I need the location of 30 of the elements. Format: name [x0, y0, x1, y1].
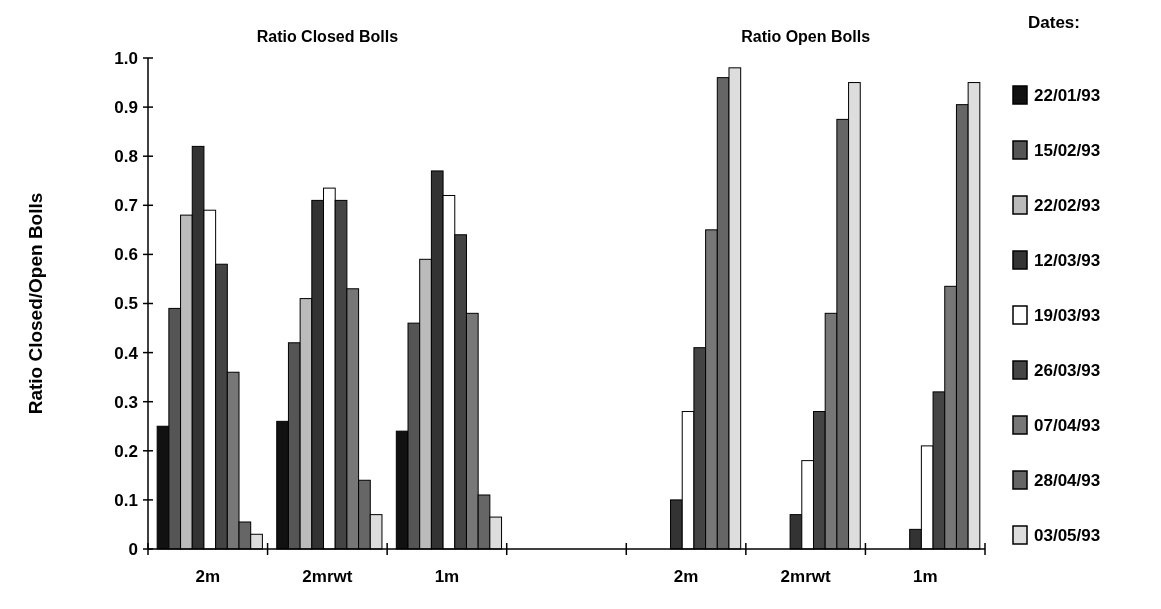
legend-label: 22/01/93 — [1034, 85, 1101, 105]
legend-label: 03/05/93 — [1034, 525, 1101, 545]
y-tick-label: 0.8 — [114, 147, 138, 167]
legend-title: Dates: — [1028, 13, 1080, 32]
legend-label: 22/02/93 — [1034, 195, 1101, 215]
y-tick-label: 1.0 — [114, 48, 138, 68]
x-tick-label: 2mrwt — [780, 567, 832, 586]
legend-label: 12/03/93 — [1034, 250, 1101, 270]
y-axis-title: Ratio Closed/Open Bolls — [25, 192, 46, 415]
x-tick-label: 2m — [195, 567, 221, 586]
y-tick-label: 0.1 — [114, 490, 138, 510]
x-tick-label: 2mrwt — [302, 567, 353, 586]
y-tick-label: 0.9 — [114, 98, 138, 118]
text: Ratio Closed Bolls — [256, 28, 399, 45]
y-tick-label: 0.2 — [114, 441, 138, 461]
x-tick-label: 2m — [673, 567, 699, 586]
x-tick-label: 1m — [434, 567, 460, 586]
text: Ratio Open Bolls — [741, 28, 871, 45]
y-tick-label: 0.4 — [114, 343, 139, 363]
x-tick-label: 1m — [912, 567, 938, 586]
legend-label: 26/03/93 — [1034, 360, 1101, 380]
legend-label: 28/04/93 — [1034, 470, 1101, 490]
legend-label: 15/02/93 — [1034, 140, 1101, 160]
legend-label: 19/03/93 — [1034, 305, 1101, 325]
y-tick-label: 0.3 — [114, 392, 138, 412]
y-tick-label: 0.7 — [114, 196, 138, 216]
y-tick-label: 0 — [128, 539, 138, 559]
y-tick-label: 0.6 — [114, 245, 138, 265]
y-tick-label: 0.5 — [114, 294, 138, 314]
legend-label: 07/04/93 — [1034, 415, 1101, 435]
